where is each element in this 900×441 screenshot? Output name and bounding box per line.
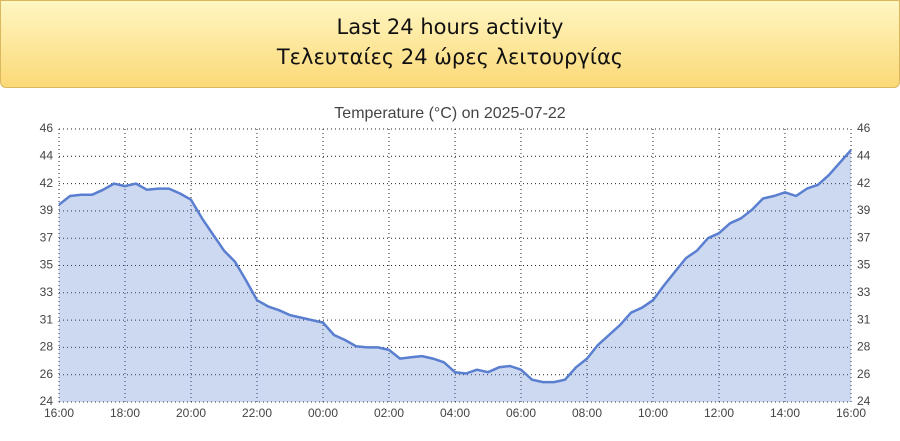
y-tick-label-right: 39 [857,203,871,217]
y-tick-label: 31 [40,312,54,326]
x-tick-label: 12:00 [704,406,734,420]
x-tick-label: 00:00 [308,406,338,420]
y-tick-label-right: 35 [857,258,871,272]
x-tick-label: 14:00 [770,406,800,420]
x-tick-label: 04:00 [440,406,470,420]
y-tick-label: 24 [40,394,54,408]
y-tick-label-right: 46 [857,121,871,135]
y-tick-label-right: 44 [857,148,871,162]
x-tick-label: 08:00 [572,406,602,420]
x-tick-label: 18:00 [110,406,140,420]
y-tick-label: 39 [40,203,54,217]
header-subtitle: Τελευταίες 24 ώρες λειτουργίας [276,45,624,69]
y-tick-label: 26 [40,367,54,381]
chart-title: Temperature (°C) on 2025-07-22 [334,105,566,122]
x-tick-label: 10:00 [638,406,668,420]
y-tick-label: 44 [40,148,54,162]
x-tick-label: 16:00 [44,406,74,420]
y-tick-label-right: 24 [857,394,871,408]
x-tick-label: 20:00 [176,406,206,420]
y-tick-label-right: 42 [857,176,871,190]
x-tick-label: 22:00 [242,406,272,420]
x-tick-label: 16:00 [836,406,866,420]
x-tick-label: 06:00 [506,406,536,420]
line [58,149,852,384]
x-tick-label: 02:00 [374,406,404,420]
y-tick-label-right: 28 [857,340,871,354]
y-tick-label: 37 [40,230,54,244]
area [59,150,851,402]
y-tick-label-right: 33 [857,285,871,299]
chart: Temperature (°C) on 2025-07-22 24 24 26 26 2… [40,105,871,420]
y-tick-label: 33 [40,285,54,299]
y-tick-label: 42 [40,176,54,190]
header: Last 24 hours activity Τελευταίες 24 ώρε… [0,0,900,88]
y-tick-label-right: 26 [857,367,871,381]
y-tick-label-right: 37 [857,230,871,244]
y-tick-label: 35 [40,258,54,272]
y-tick-label: 46 [40,121,54,135]
y-tick-label-right: 31 [857,312,871,326]
y-tick-label: 28 [40,340,54,354]
header-title: Last 24 hours activity [336,15,564,39]
